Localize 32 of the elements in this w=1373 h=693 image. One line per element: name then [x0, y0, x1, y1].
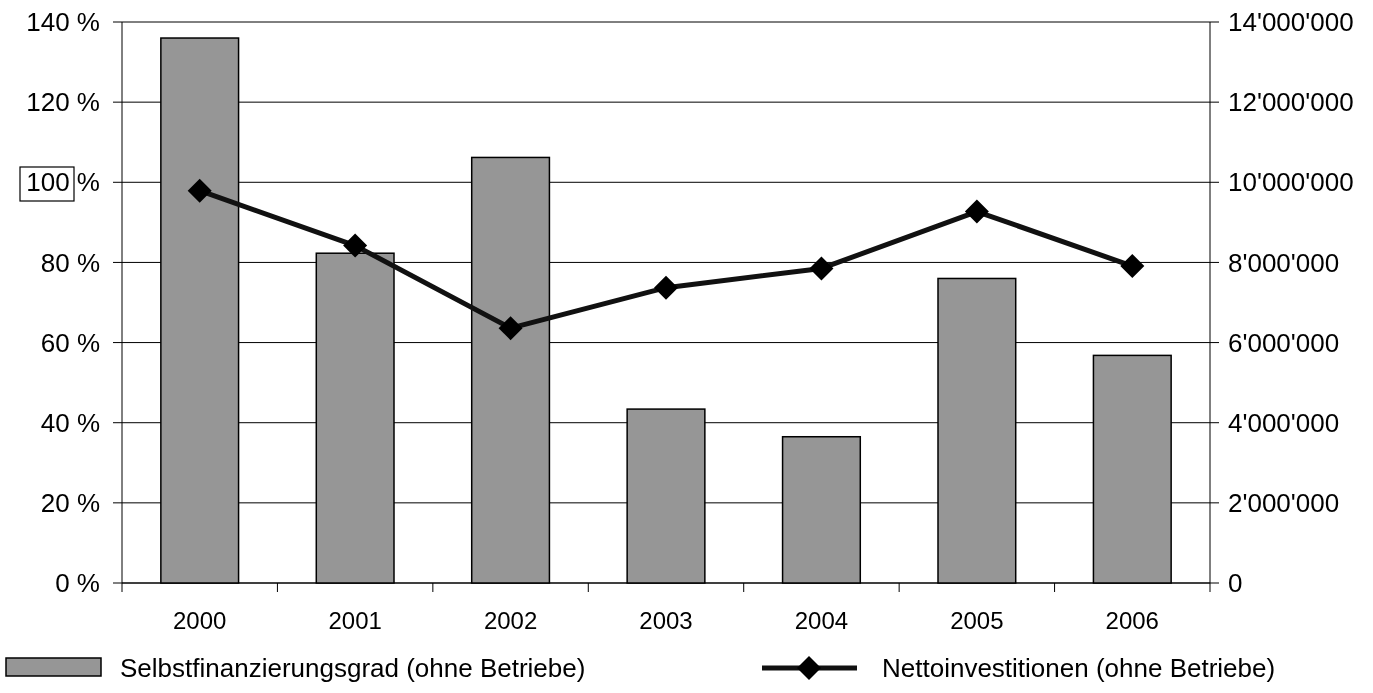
point — [498, 316, 523, 341]
x-tick-label: 2001 — [328, 607, 382, 634]
x-tick-label: 2004 — [794, 607, 849, 634]
legend-label: Selbstfinanzierungsgrad (ohne Betriebe) — [120, 653, 586, 684]
y-tick-label: 60 % — [40, 327, 100, 358]
y-tick-label: 40 % — [40, 407, 100, 438]
point — [964, 199, 989, 224]
y-tick-label: 120 % — [26, 87, 100, 118]
point — [809, 256, 834, 281]
x-tick-label: 2000 — [173, 607, 227, 634]
y2-tick-label: 12'000'000 — [1228, 87, 1354, 118]
x-tick-label: 2003 — [639, 607, 693, 634]
x-tick-label: 2006 — [1105, 607, 1159, 634]
y2-tick-label: 0 — [1228, 568, 1243, 599]
y2-tick-label: 2'000'000 — [1228, 487, 1340, 518]
y-tick-label: 140 % — [26, 7, 100, 38]
y2-tick-label: 10'000'000 — [1228, 167, 1354, 198]
y-tick-label: 80 % — [40, 247, 100, 278]
point — [343, 233, 368, 258]
y-tick-label: 20 % — [40, 487, 100, 518]
legend-label: Nettoinvestitionen (ohne Betriebe) — [882, 653, 1276, 684]
y2-tick-label: 14'000'000 — [1228, 7, 1354, 38]
point — [187, 178, 212, 203]
point — [654, 275, 678, 300]
x-tick-label: 2005 — [950, 607, 1004, 634]
y2-tick-label: 8'000'000 — [1228, 247, 1340, 278]
y2-tick-label: 6'000'000 — [1228, 327, 1340, 358]
x-tick-label: 2002 — [483, 607, 538, 634]
y2-tick-label: 4'000'000 — [1228, 407, 1340, 438]
y-tick-label: 0 % — [55, 568, 100, 599]
point — [1120, 254, 1145, 279]
y-tick-label: 100 % — [26, 167, 100, 198]
